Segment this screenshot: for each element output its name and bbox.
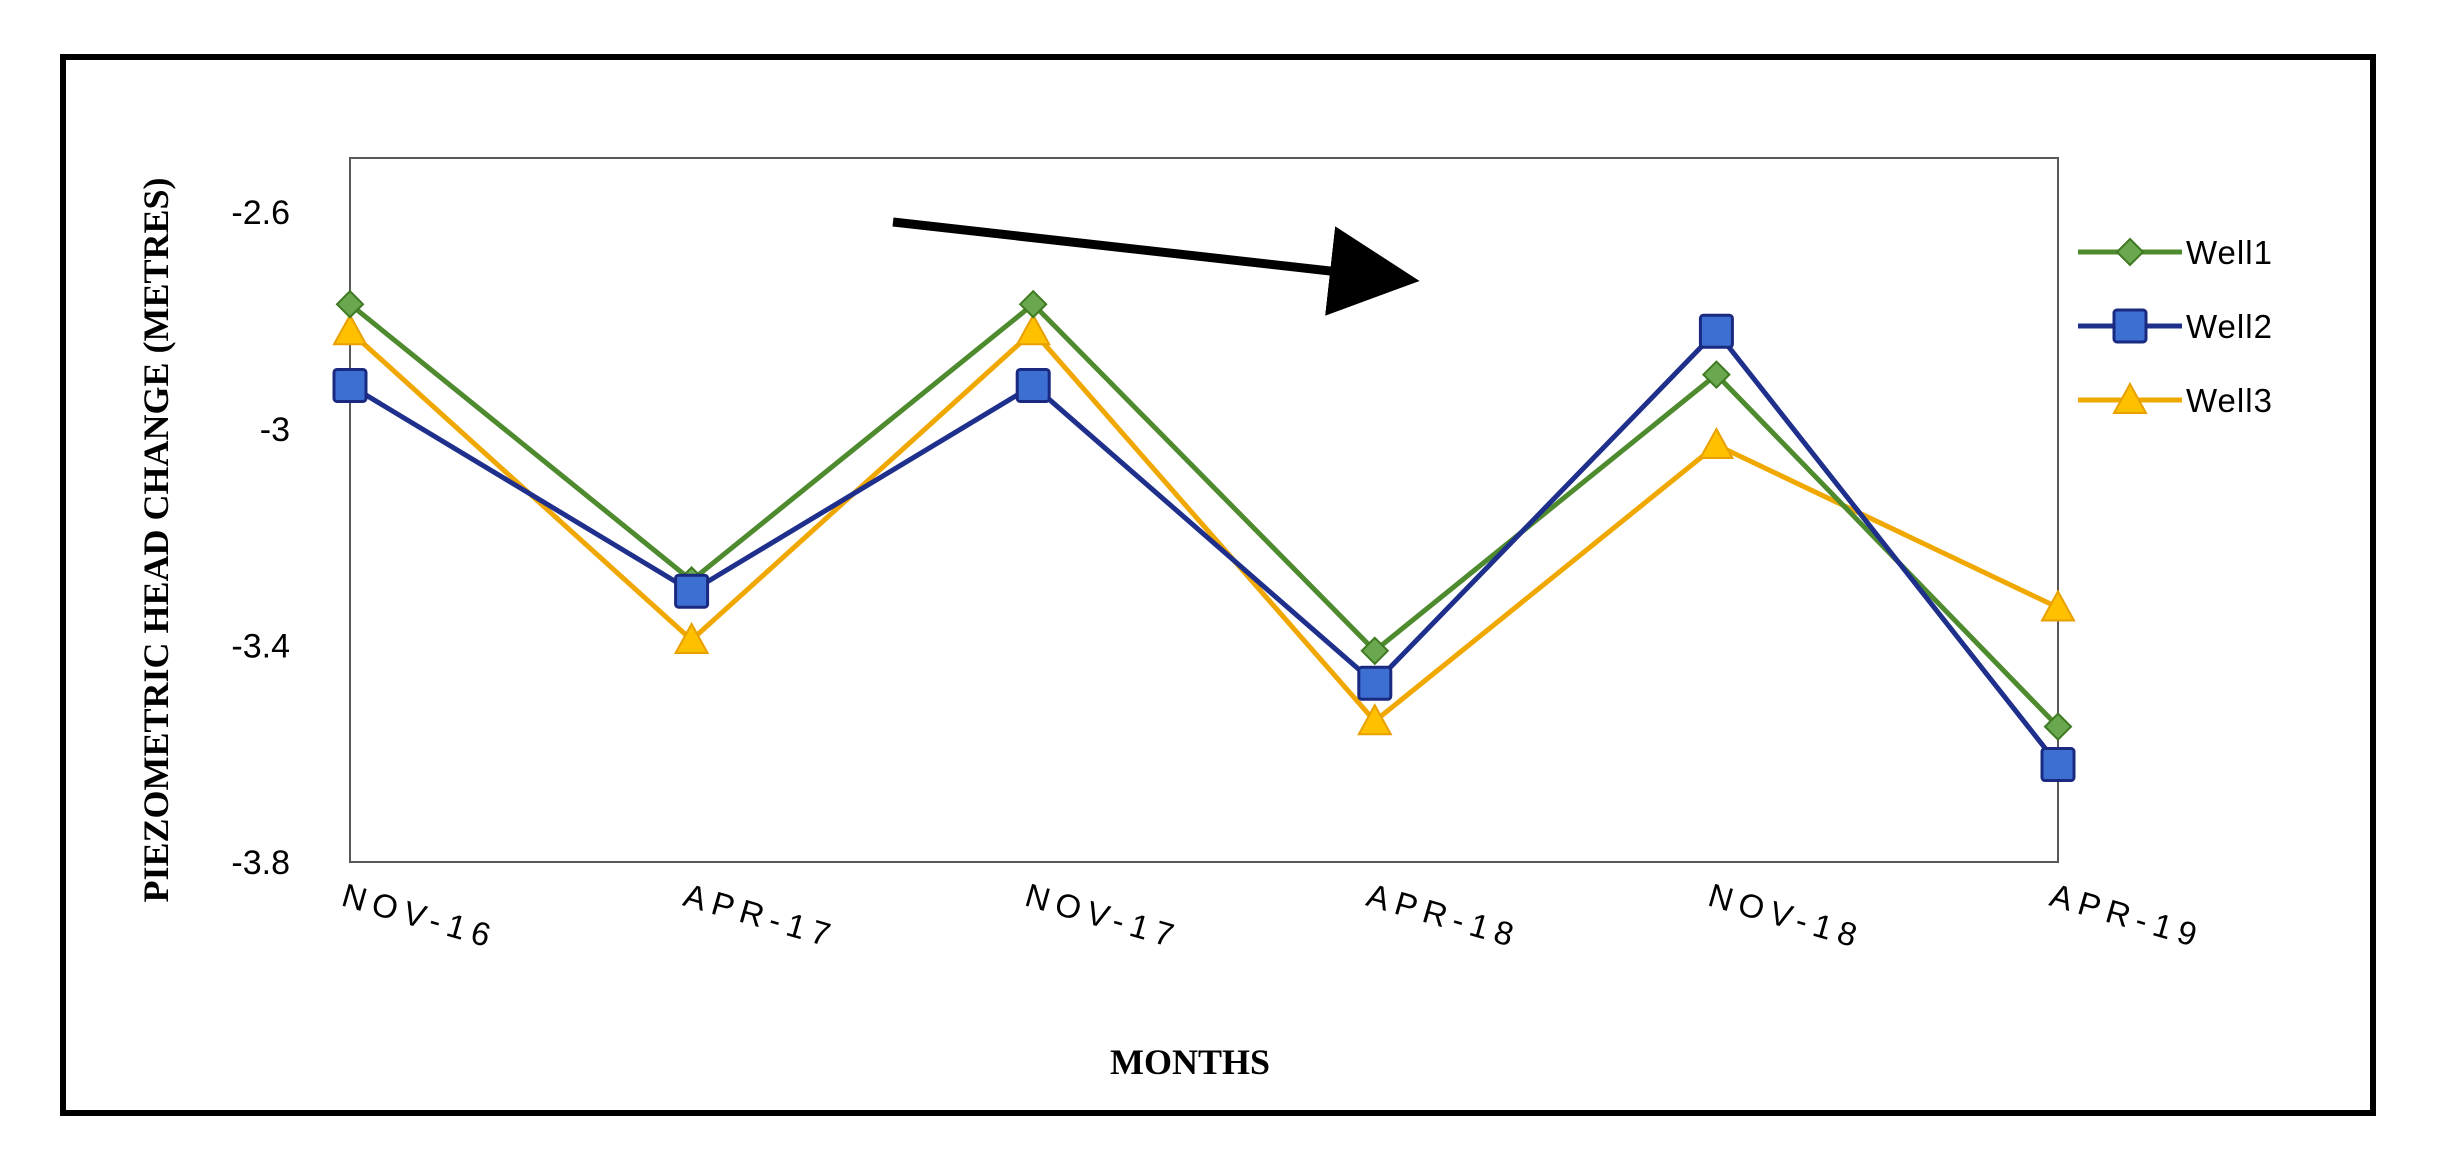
plot-area (349, 157, 2059, 863)
data-point (332, 313, 368, 346)
data-point (1360, 636, 1390, 666)
data-point (1698, 313, 1734, 349)
x-tick-label: NOV-16 (338, 876, 501, 956)
x-tick-label: APR-18 (1363, 876, 1525, 955)
x-tick-label: APR-19 (2046, 876, 2208, 955)
x-tick-label: NOV-18 (1704, 876, 1867, 956)
y-axis-title: PIEZOMETRIC HEAD CHANGE (METRES) (136, 177, 176, 902)
data-point (1357, 665, 1393, 701)
data-point (1018, 289, 1048, 319)
legend-item: Well2 (2078, 308, 2273, 345)
legend-marker (2115, 237, 2145, 267)
data-point (335, 289, 365, 319)
series-well2 (332, 313, 2076, 783)
y-tick-label: -2.6 (231, 194, 290, 232)
legend-label: Well3 (2186, 382, 2273, 419)
data-point (673, 621, 710, 654)
series-group (332, 289, 2076, 783)
data-point (2043, 712, 2073, 742)
y-axis-ticks: -2.6 -3 -3.4 -3.8 (231, 194, 290, 882)
y-tick-label: -3 (260, 411, 290, 449)
data-point (1701, 360, 1731, 390)
series-line (348, 328, 2060, 724)
series-line (348, 301, 2060, 729)
legend-item: Well1 (2078, 234, 2273, 271)
x-tick-label: NOV-17 (1021, 876, 1184, 956)
x-axis-title: MONTHS (1110, 1042, 1270, 1082)
legend-item: Well3 (2078, 381, 2273, 419)
data-point (1015, 367, 1051, 403)
data-point (1357, 703, 1393, 736)
y-tick-label: -3.8 (231, 844, 290, 882)
x-axis-ticks: NOV-16 APR-17 NOV-17 APR-18 NOV-18 APR-19 (338, 876, 2208, 956)
chart-frame (60, 54, 2376, 1116)
trend-arrow (892, 217, 1420, 316)
legend-marker (2112, 308, 2148, 344)
legend-label: Well2 (2186, 308, 2273, 345)
x-tick-label: APR-17 (680, 876, 842, 955)
data-point (674, 573, 710, 609)
data-point (332, 367, 368, 403)
legend-label: Well1 (2186, 234, 2273, 271)
series-line (348, 328, 2060, 767)
data-point (2040, 589, 2076, 622)
legend: Well1 Well2 Well3 (2078, 234, 2273, 419)
series-well1 (335, 289, 2073, 742)
y-tick-label: -3.4 (231, 627, 290, 665)
data-point (2040, 747, 2076, 783)
legend-marker (2112, 381, 2148, 414)
data-point (1698, 426, 1735, 460)
series-well3 (332, 313, 2076, 736)
data-point (1015, 313, 1051, 346)
